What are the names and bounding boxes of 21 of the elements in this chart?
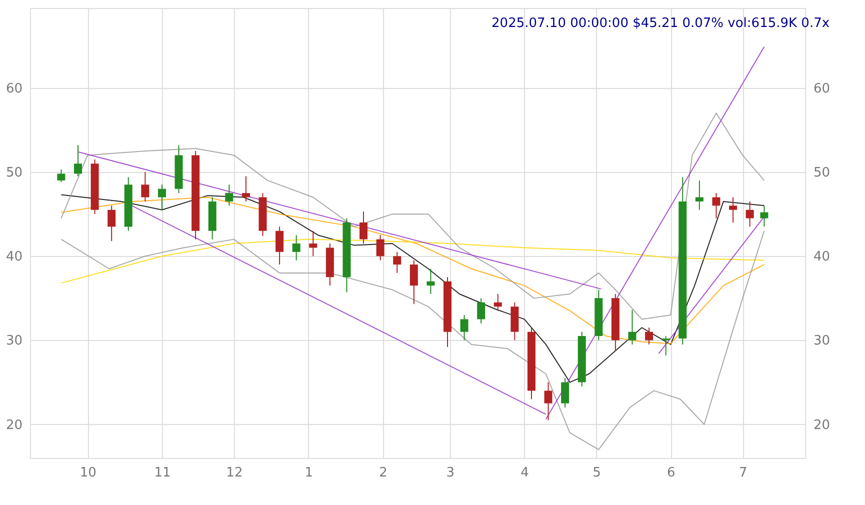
x-tick-label: 4 xyxy=(520,466,529,480)
y-tick-label: 40 xyxy=(6,250,22,265)
text: 2025.07.10 00:00:00 $45.21 0.07% vol:615.9K 0.7x xyxy=(492,16,830,31)
x-tick-label: 11 xyxy=(154,466,171,480)
y-tick-label: 20 xyxy=(6,418,22,433)
y-tick-label: 30 xyxy=(6,334,22,349)
y-tick-label: 60 xyxy=(6,81,22,96)
x-tick-label: 10 xyxy=(80,466,96,480)
y2-tick-label: 20 xyxy=(814,418,830,433)
y-tick-label: 50 xyxy=(6,166,22,181)
x-tick-label: 3 xyxy=(446,466,455,480)
x-tick-label: 12 xyxy=(226,466,243,480)
x-tick-label: 1 xyxy=(304,466,313,480)
y2-tick-label: 60 xyxy=(814,81,830,96)
y2-tick-label: 50 xyxy=(814,166,830,181)
x-tick-label: 5 xyxy=(592,466,601,480)
y2-tick-label: 30 xyxy=(814,334,830,349)
x-tick-label: 7 xyxy=(738,466,748,480)
x-tick-label: 2 xyxy=(379,466,388,480)
y2-tick-label: 40 xyxy=(814,250,830,265)
x-tick-label: 6 xyxy=(666,466,676,480)
